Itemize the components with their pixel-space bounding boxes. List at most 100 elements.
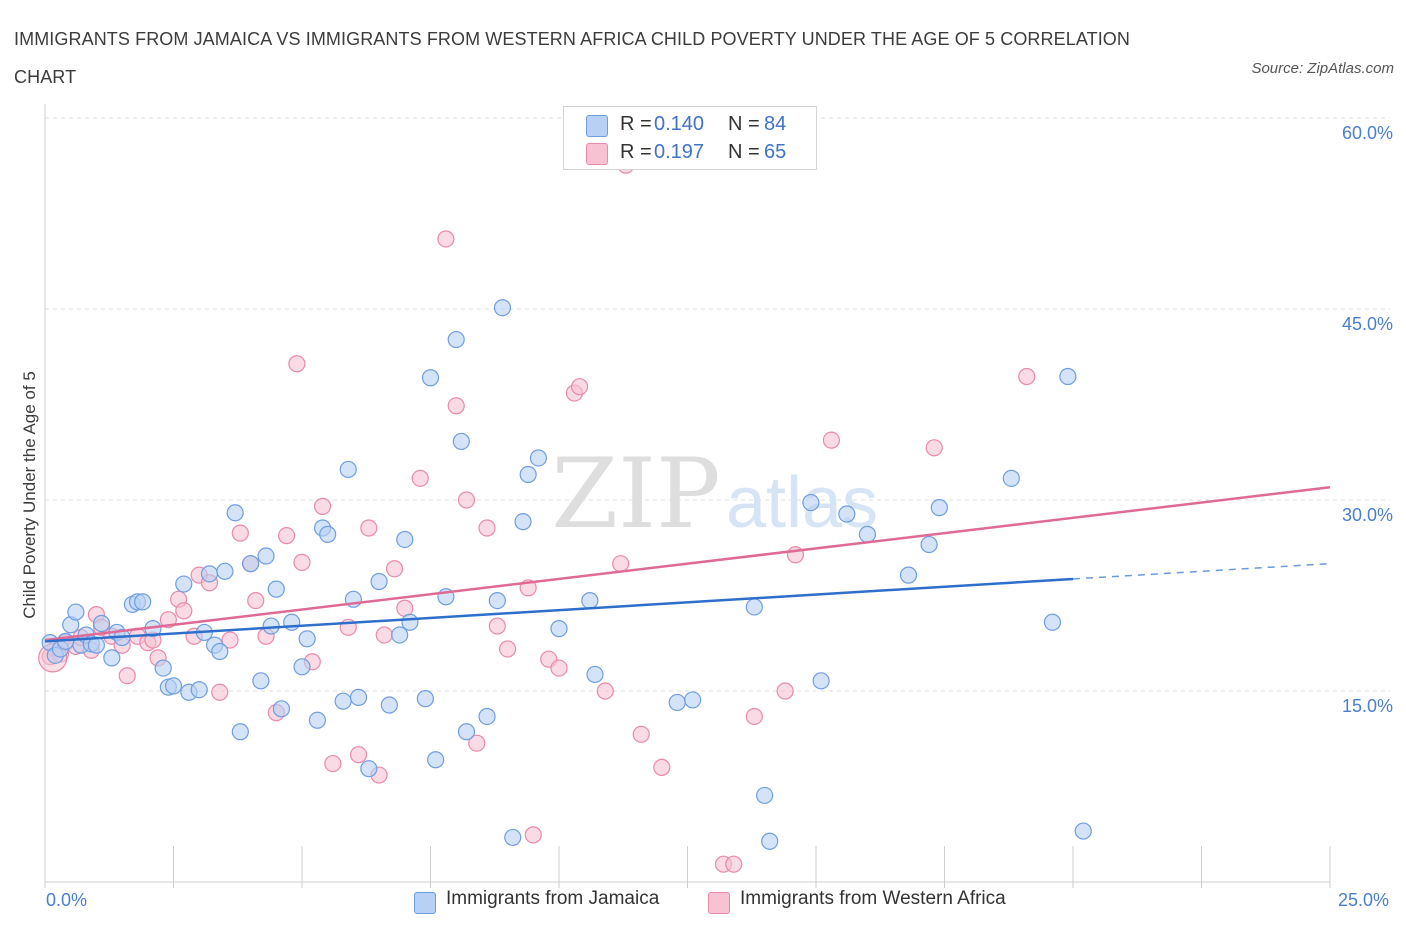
point-western-africa — [277, 527, 296, 545]
point-jamaica — [200, 565, 219, 583]
point-jamaica — [175, 575, 193, 593]
point-western-africa — [596, 682, 614, 700]
point-jamaica — [478, 707, 496, 726]
point-jamaica — [838, 505, 856, 523]
point-jamaica — [761, 832, 779, 850]
legend-swatch-jamaica — [586, 115, 608, 137]
point-jamaica — [519, 465, 537, 484]
point-jamaica — [67, 603, 85, 621]
point-jamaica — [231, 723, 249, 741]
legend-swatch-western-africa — [586, 143, 608, 165]
point-western-africa — [488, 617, 506, 635]
bottom-legend-swatch-western-africa — [708, 892, 730, 914]
point-jamaica — [339, 460, 357, 479]
point-jamaica — [1074, 822, 1092, 840]
point-jamaica — [1059, 367, 1077, 386]
point-western-africa — [447, 397, 465, 415]
point-jamaica — [257, 547, 275, 565]
legend-n-value-western-africa: 65 — [764, 141, 787, 163]
point-western-africa — [725, 855, 743, 873]
point-jamaica — [380, 696, 398, 714]
bottom-legend-label-jamaica: Immigrants from Jamaica — [446, 888, 660, 909]
point-jamaica — [252, 672, 270, 690]
point-jamaica — [514, 513, 532, 531]
point-jamaica — [272, 700, 291, 718]
point-western-africa — [612, 555, 630, 573]
trend-lines — [44, 486, 1331, 643]
point-jamaica — [267, 580, 285, 598]
bottom-legend-label-western-africa: Immigrants from Western Africa — [740, 888, 1006, 909]
point-jamaica — [293, 658, 311, 676]
point-western-africa — [653, 758, 671, 777]
point-jamaica — [216, 562, 234, 580]
axes — [44, 104, 1331, 888]
trend-line-jamaica-extension — [1072, 562, 1331, 580]
point-jamaica — [899, 566, 918, 584]
point-western-africa — [360, 519, 378, 537]
point-jamaica — [447, 330, 465, 349]
point-western-africa — [524, 826, 542, 844]
point-jamaica — [298, 630, 316, 648]
point-western-africa — [468, 734, 486, 752]
point-western-africa — [385, 560, 404, 578]
point-jamaica — [745, 598, 763, 616]
point-western-africa — [324, 754, 342, 773]
point-jamaica — [1043, 613, 1062, 631]
point-jamaica — [802, 493, 820, 512]
point-western-africa — [293, 553, 311, 571]
point-jamaica — [360, 760, 378, 778]
point-jamaica — [421, 369, 440, 387]
point-jamaica — [226, 504, 244, 522]
bottom-legend-swatch-jamaica — [414, 892, 436, 914]
point-jamaica — [416, 690, 434, 708]
point-western-africa — [313, 497, 332, 515]
legend-n-value-jamaica: 84 — [764, 113, 787, 135]
chart-title: IMMIGRANTS FROM JAMAICA VS IMMIGRANTS FR… — [14, 29, 1130, 87]
point-jamaica — [308, 711, 327, 729]
point-western-africa — [221, 631, 239, 649]
point-western-africa — [118, 667, 136, 685]
y-tick-label: 15.0% — [1342, 696, 1393, 716]
point-western-africa — [411, 469, 429, 487]
point-jamaica — [457, 723, 476, 741]
point-western-africa — [745, 707, 763, 726]
point-western-africa — [457, 491, 476, 509]
point-jamaica — [211, 642, 229, 661]
western-africa-points — [38, 156, 1036, 873]
point-jamaica — [684, 691, 702, 709]
point-jamaica — [242, 555, 260, 573]
point-jamaica — [550, 620, 568, 638]
point-jamaica — [134, 593, 152, 611]
point-jamaica — [488, 591, 506, 610]
point-jamaica — [190, 681, 208, 699]
point-western-africa — [550, 659, 568, 677]
watermark: ZIP atlas — [551, 438, 878, 550]
point-jamaica — [581, 591, 599, 610]
point-jamaica — [370, 572, 388, 591]
point-jamaica — [391, 626, 409, 644]
trend-line-jamaica — [44, 577, 1074, 643]
legend: R = 0.140 N = 84 R = 0.197 N = 65 — [563, 106, 817, 170]
point-jamaica — [452, 432, 470, 451]
point-jamaica — [529, 449, 548, 467]
point-western-africa — [288, 355, 306, 373]
point-jamaica — [586, 665, 604, 684]
point-jamaica — [930, 499, 948, 517]
legend-r-value-jamaica: 0.140 — [654, 113, 705, 135]
point-jamaica — [319, 525, 337, 543]
point-western-africa — [570, 378, 589, 396]
legend-r-label: R = — [620, 113, 652, 135]
trend-line-western-africa — [44, 486, 1331, 642]
point-jamaica — [668, 693, 686, 712]
point-jamaica — [349, 688, 368, 706]
x-tick-min: 0.0% — [46, 890, 88, 910]
point-western-africa — [211, 683, 229, 701]
watermark-zip: ZIP — [551, 438, 720, 550]
point-western-africa — [632, 725, 650, 743]
grid-lines — [45, 117, 1390, 692]
point-western-africa — [776, 682, 794, 700]
watermark-atlas: atlas — [726, 463, 878, 543]
point-western-africa — [478, 519, 496, 537]
legend-r-label: R = — [620, 141, 652, 163]
